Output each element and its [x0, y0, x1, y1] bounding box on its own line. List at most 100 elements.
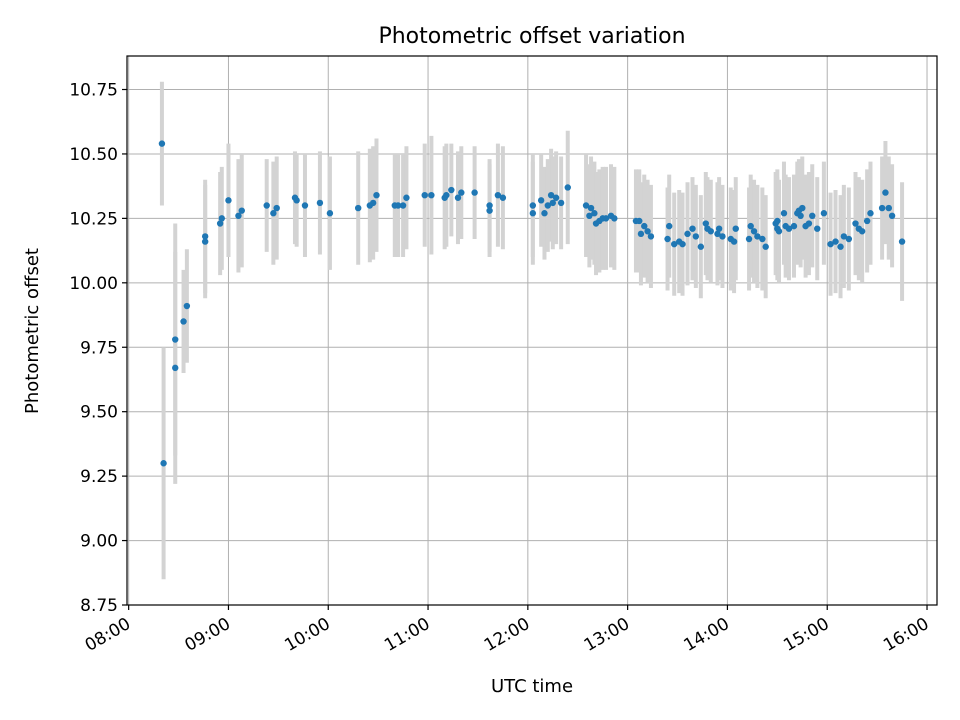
data-point [547, 191, 555, 199]
data-point [666, 222, 673, 230]
data-point [238, 207, 245, 214]
data-point [867, 210, 874, 217]
data-point [647, 233, 655, 240]
data-point [641, 222, 648, 230]
data-point [814, 225, 821, 232]
data-point [354, 204, 362, 212]
y-tick-label: 10.25 [69, 209, 118, 229]
data-point [780, 210, 788, 217]
data-point [898, 238, 906, 245]
data-point [730, 238, 738, 245]
y-tick-label: 9.75 [80, 338, 118, 358]
chart-title: Photometric offset variation [378, 24, 685, 49]
y-tick-label: 8.75 [80, 596, 118, 616]
data-point [235, 212, 242, 220]
data-point [399, 202, 407, 209]
data-point [774, 217, 781, 225]
data-point [273, 204, 280, 212]
data-point [790, 222, 798, 230]
data-point [762, 243, 769, 250]
data-point [529, 210, 537, 217]
data-point [852, 220, 859, 227]
data-point [863, 217, 871, 225]
data-point [454, 194, 462, 201]
data-point [671, 240, 678, 248]
data-point [637, 230, 645, 238]
data-point [702, 220, 710, 227]
y-tick-label: 9.25 [80, 467, 118, 487]
data-point [858, 228, 866, 235]
data-point [799, 204, 806, 212]
data-point [697, 243, 705, 250]
data-point [888, 212, 896, 220]
data-point [301, 202, 309, 209]
data-point [403, 194, 410, 201]
data-point [714, 230, 721, 238]
data-point [216, 220, 224, 227]
data-point [820, 210, 828, 217]
data-point [541, 210, 548, 217]
data-points [158, 140, 906, 467]
data-point [747, 222, 754, 230]
data-point [458, 189, 465, 196]
y-tick-label: 9.00 [80, 532, 118, 552]
data-point [885, 204, 892, 212]
data-point [809, 212, 816, 220]
data-point [160, 460, 167, 467]
data-point [201, 238, 209, 245]
data-point [225, 197, 232, 204]
data-point [840, 233, 848, 240]
data-point [754, 233, 761, 240]
data-point [494, 191, 502, 199]
data-point [582, 202, 590, 209]
data-point [394, 202, 402, 209]
data-point [679, 240, 686, 248]
data-point [845, 235, 853, 243]
data-point [785, 225, 793, 232]
data-point [218, 215, 226, 222]
data-point [263, 202, 270, 209]
data-point [552, 194, 560, 201]
data-point [443, 191, 450, 199]
data-point [707, 228, 714, 235]
data-point [201, 233, 209, 240]
data-point [732, 225, 739, 232]
data-point [486, 207, 493, 214]
data-point [775, 228, 783, 235]
data-point [486, 202, 493, 209]
data-point [471, 189, 478, 196]
data-point [750, 228, 758, 235]
data-point [745, 235, 753, 243]
x-axis-label: UTC time [491, 676, 573, 697]
data-point [602, 215, 610, 222]
data-point [692, 233, 700, 240]
data-point [293, 197, 300, 204]
y-tick-label: 9.50 [80, 403, 118, 423]
data-point [837, 243, 844, 250]
y-tick-label: 10.75 [69, 81, 118, 101]
data-point [689, 225, 696, 232]
data-point [797, 212, 804, 220]
data-point [805, 220, 813, 227]
y-tick-label: 10.00 [69, 274, 118, 294]
data-point [684, 230, 691, 238]
data-point [537, 197, 545, 204]
data-point [591, 210, 598, 217]
data-point [428, 191, 435, 199]
data-point [529, 202, 537, 209]
data-point [644, 228, 651, 235]
data-point [172, 336, 179, 343]
data-point [664, 235, 671, 243]
plot-frame [126, 55, 938, 606]
data-point [564, 184, 571, 191]
data-point [180, 318, 187, 325]
data-point [369, 199, 377, 207]
data-point [719, 233, 726, 240]
data-point [421, 191, 428, 199]
data-point [827, 240, 834, 248]
data-point [882, 189, 889, 196]
data-point [557, 199, 565, 207]
data-point [373, 191, 380, 199]
data-point [172, 364, 179, 372]
y-axis-label: Photometric offset [22, 248, 43, 414]
